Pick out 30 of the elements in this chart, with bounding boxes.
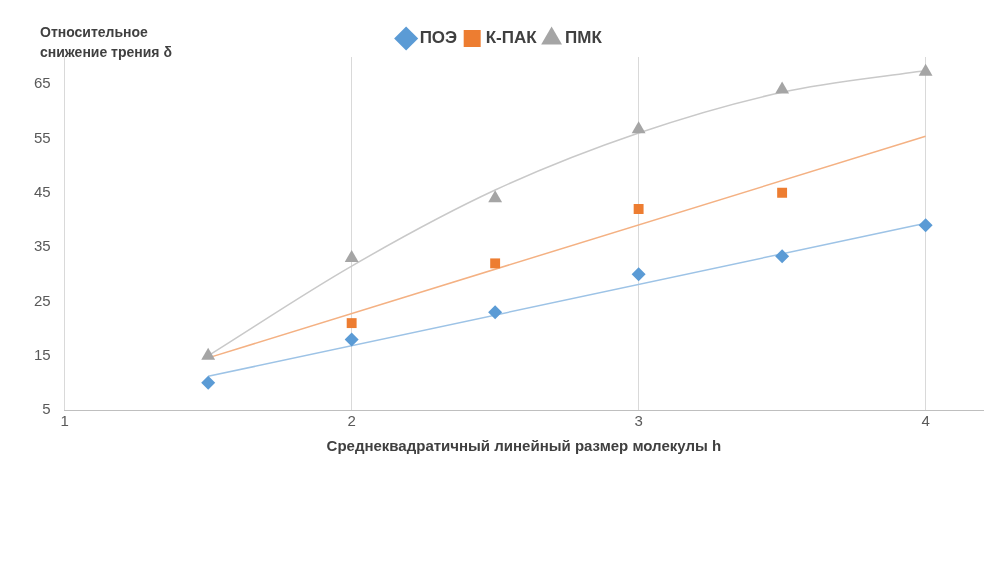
x-tick-label: 1 <box>60 412 69 430</box>
point <box>488 190 503 203</box>
x-tick-label: 2 <box>347 412 356 430</box>
point <box>918 63 933 76</box>
point <box>633 204 644 215</box>
point <box>631 267 646 282</box>
legend-label: К-ПАК <box>485 28 538 48</box>
point <box>775 81 790 94</box>
point <box>777 187 788 198</box>
point <box>631 121 646 134</box>
point <box>918 218 933 233</box>
y-axis-title: Относительное снижение трения δ <box>40 23 173 62</box>
y-tick-label: 15 <box>34 345 51 363</box>
x-tick-label: 3 <box>634 412 643 430</box>
y-tick-label: 25 <box>34 291 51 309</box>
y-tick-label: 45 <box>34 182 51 200</box>
point <box>490 258 501 269</box>
point <box>346 318 357 329</box>
point <box>775 249 790 264</box>
x-axis-title: Среднеквадратичный линейный размер молекулы h <box>326 437 722 455</box>
y-tick-label: 65 <box>34 74 51 92</box>
y-tick-label: 5 <box>42 400 51 418</box>
y-tick-label: 35 <box>34 237 51 255</box>
legend-label: ПМК <box>565 28 603 48</box>
point <box>344 332 359 347</box>
y-tick-label: 55 <box>34 128 51 146</box>
point <box>201 375 216 390</box>
x-tick-label: 4 <box>921 412 930 430</box>
point <box>488 305 503 320</box>
legend-label: ПОЭ <box>419 28 458 48</box>
